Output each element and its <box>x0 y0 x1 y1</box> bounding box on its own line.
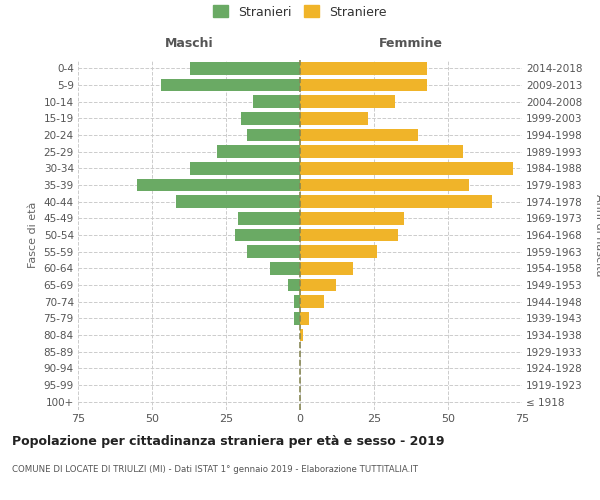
Bar <box>300 96 395 108</box>
Bar <box>294 312 300 324</box>
Bar <box>235 229 300 241</box>
Bar <box>294 296 300 308</box>
Bar <box>253 96 300 108</box>
Bar <box>176 196 300 208</box>
Bar <box>300 179 469 192</box>
Y-axis label: Fasce di età: Fasce di età <box>28 202 38 268</box>
Bar <box>247 129 300 141</box>
Bar <box>238 212 300 224</box>
Bar <box>217 146 300 158</box>
Bar <box>300 296 323 308</box>
Bar <box>300 146 463 158</box>
Bar <box>300 312 309 324</box>
Bar <box>300 162 513 174</box>
Bar <box>161 79 300 92</box>
Bar <box>137 179 300 192</box>
Bar <box>300 279 335 291</box>
Bar <box>300 196 493 208</box>
Bar <box>300 229 398 241</box>
Text: Popolazione per cittadinanza straniera per età e sesso - 2019: Popolazione per cittadinanza straniera p… <box>12 435 445 448</box>
Text: Maschi: Maschi <box>164 36 214 50</box>
Bar <box>288 279 300 291</box>
Bar <box>271 262 300 274</box>
Bar <box>241 112 300 124</box>
Text: Femmine: Femmine <box>379 36 443 50</box>
Text: COMUNE DI LOCATE DI TRIULZI (MI) - Dati ISTAT 1° gennaio 2019 - Elaborazione TUT: COMUNE DI LOCATE DI TRIULZI (MI) - Dati … <box>12 465 418 474</box>
Bar <box>300 62 427 74</box>
Legend: Stranieri, Straniere: Stranieri, Straniere <box>209 2 391 22</box>
Bar <box>300 212 404 224</box>
Bar <box>190 162 300 174</box>
Y-axis label: Anni di nascita: Anni di nascita <box>594 194 600 276</box>
Bar <box>190 62 300 74</box>
Bar <box>247 246 300 258</box>
Bar <box>300 112 368 124</box>
Bar <box>300 129 418 141</box>
Bar <box>300 262 353 274</box>
Bar <box>300 329 303 341</box>
Bar <box>300 79 427 92</box>
Bar <box>300 246 377 258</box>
